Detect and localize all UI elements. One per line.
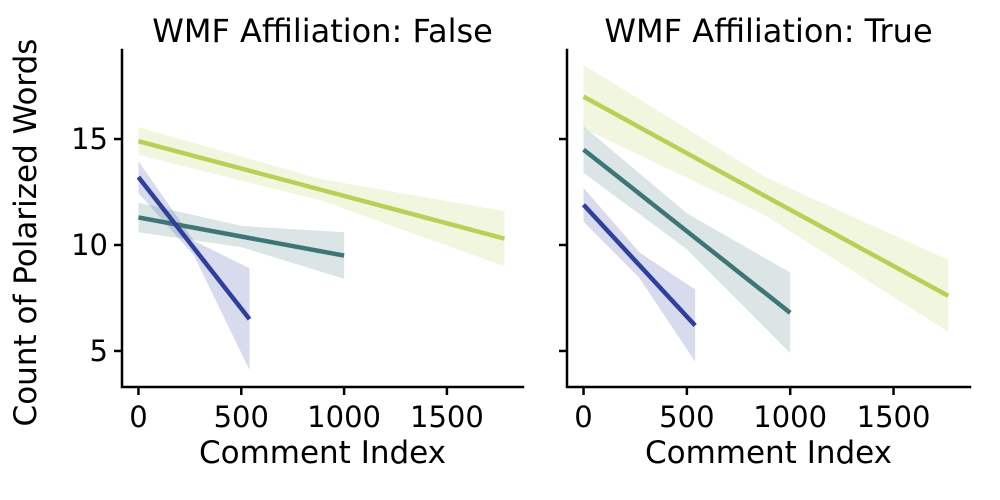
axes-spines (565, 48, 972, 389)
ci-band-teal (138, 202, 345, 279)
x-tick-label: 500 (214, 400, 269, 434)
regression-line-teal (582, 147, 792, 315)
y-tick-label: 10 (71, 228, 108, 262)
x-tick-label: 0 (574, 400, 592, 434)
x-tick-label: 1000 (753, 400, 827, 434)
regression-line-yellow-green (137, 138, 506, 241)
y-tick-label: 5 (90, 334, 108, 368)
x-tick-label: 500 (659, 400, 714, 434)
ci-band-dark-blue (583, 187, 696, 362)
panel-title: WMF Affiliation: False (152, 12, 493, 50)
panel-title: WMF Affiliation: True (604, 12, 932, 50)
x-tick-label: 1500 (410, 400, 484, 434)
chart-panel-true: 0 500 1000 1500 WMF Affiliation: True Comment… (559, 12, 972, 471)
ci-band-teal (583, 126, 791, 354)
y-axis-label: Count of Polarized Words (8, 39, 44, 427)
x-axis-label: Comment Index (645, 435, 892, 471)
x-tick-label: 1500 (857, 400, 931, 434)
axes-spines (120, 48, 525, 389)
regression-line-dark-blue (136, 175, 252, 321)
x-tick-label: 1000 (307, 400, 381, 434)
y-tick-label: 15 (71, 122, 108, 156)
ci-band-yellow-green (138, 127, 505, 267)
x-axis-label: Comment Index (199, 435, 446, 471)
x-tick-label: 0 (129, 400, 147, 434)
chart-panel-false: 0 500 1000 1500 5 10 15 WMF Affiliation: False C… (71, 12, 525, 471)
regression-line-yellow-green (582, 94, 950, 298)
ci-band-dark-blue (138, 161, 250, 371)
regression-line-dark-blue (581, 203, 697, 328)
